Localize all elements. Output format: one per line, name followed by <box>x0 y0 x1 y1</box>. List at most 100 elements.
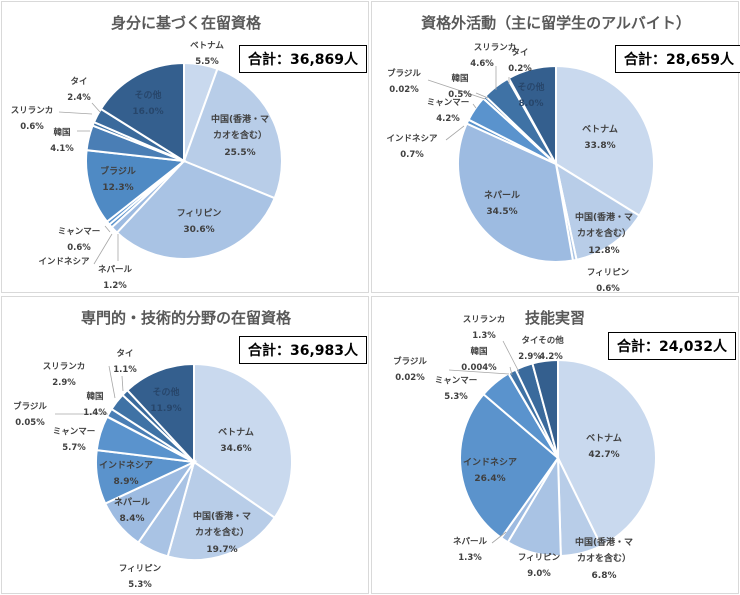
slice-label: カオを含む） <box>577 552 631 564</box>
total-box: 合計：24,032人 <box>608 332 737 360</box>
leader-line <box>104 225 111 233</box>
slice-label: フィリピン <box>518 552 561 563</box>
slice-value: 4.2% <box>539 352 563 362</box>
slice-value: 0.7% <box>400 150 424 160</box>
slice-label: インドネシア <box>463 457 517 468</box>
slice-label: カオを含む） <box>195 526 249 538</box>
pie-slice <box>85 149 187 224</box>
slice-value: 2.4% <box>67 93 91 103</box>
slice-value: 33.8% <box>584 141 615 151</box>
slice-label: ネパール <box>98 264 133 275</box>
chart-title: 専門的・技術的分野の在留資格 <box>80 309 291 327</box>
slice-label: インドネシア <box>38 256 90 267</box>
slice-label: ミャンマー <box>427 98 470 108</box>
pie-slices <box>459 358 657 557</box>
slice-label: 韓国 <box>470 346 487 357</box>
slice-value: 1.1% <box>113 365 137 375</box>
chart-panel-status-based: 身分に基づく在留資格 合計：36,869人 ベトナム 5.5% 中国(香港・マ カオを… <box>1 1 369 293</box>
slice-value: 34.6% <box>220 444 251 454</box>
slice-label: ブラジル <box>393 356 427 367</box>
slice-value: 4.1% <box>50 144 74 154</box>
pie-slice <box>531 358 559 459</box>
slice-label: インドネシア <box>386 133 438 144</box>
slice-label: フィリピン <box>587 267 630 278</box>
slice-value: 4.6% <box>470 59 494 69</box>
slice-label: カオを含む） <box>577 227 631 239</box>
pie-slice <box>554 161 641 262</box>
slice-value: 8.9% <box>114 477 139 487</box>
leader-line <box>502 340 520 373</box>
slice-label: タイ <box>116 348 133 359</box>
leader-line <box>58 111 93 115</box>
slice-value: 0.6% <box>20 122 44 132</box>
slice-value: 12.3% <box>102 183 133 193</box>
slice-label: カオを含む） <box>213 129 267 141</box>
chart-panel-professional-technical: 専門的・技術的分野の在留資格 合計：36,983人 ベトナム 34.6% 中国(香港… <box>1 296 369 594</box>
slice-value: 0.2% <box>508 64 532 74</box>
total-box: 合計：36,983人 <box>239 336 368 364</box>
slice-label: 中国(香港・マ <box>575 536 633 548</box>
slice-value: 0.02% <box>389 85 419 95</box>
pie-slice <box>459 392 560 540</box>
slice-value: 12.8% <box>588 246 619 256</box>
pie-slice <box>166 460 277 561</box>
total-box: 合計：28,659人 <box>615 45 740 73</box>
slice-label: ベトナム <box>582 124 618 135</box>
slice-label: ブラジル <box>100 165 136 177</box>
leader-line <box>91 102 101 113</box>
slice-label: 韓国 <box>53 127 70 138</box>
chart-title: 身分に基づく在留資格 <box>110 14 261 32</box>
slice-value: 1.2% <box>103 281 127 291</box>
slice-label: ネパール <box>484 189 520 201</box>
slice-value: 1.3% <box>472 331 496 341</box>
slice-value: 11.9% <box>150 404 181 414</box>
slice-value: 1.4% <box>83 408 107 418</box>
pie-slice <box>182 67 283 200</box>
slice-value: 30.6% <box>183 225 214 235</box>
chart-panel-non-status-activity: 資格外活動（主に留学生のアルバイト） 合計：28,659人 ベトナム 33.8% 中… <box>371 1 740 294</box>
slice-value: 4.2% <box>436 114 460 124</box>
slice-label: その他 <box>134 89 161 101</box>
leader-line <box>121 375 124 392</box>
slice-label: タイ <box>70 76 87 87</box>
slice-value: 34.5% <box>486 207 517 217</box>
pie-slice <box>99 61 185 163</box>
slice-label: 中国(香港・マ <box>211 113 269 125</box>
slice-value: 0.5% <box>448 90 472 100</box>
slice-label: スリランカ <box>43 362 86 372</box>
pie-slice <box>125 362 195 465</box>
slice-value: 5.3% <box>444 392 468 402</box>
slice-label: 中国(香港・マ <box>575 211 633 223</box>
total-box: 合計：36,869人 <box>239 45 368 73</box>
slice-value: 5.3% <box>128 580 152 590</box>
slice-label: 中国(香港・マ <box>193 510 251 522</box>
slice-label: フィリピン <box>119 563 162 574</box>
pie-slices <box>95 362 293 561</box>
slice-value: 5.5% <box>195 57 219 67</box>
slice-label: ミャンマー <box>435 376 478 386</box>
slice-label: その他 <box>517 81 544 93</box>
slice-label: フィリピン <box>177 207 222 219</box>
slice-label: その他 <box>152 386 179 398</box>
slice-value: 2.9% <box>518 352 542 362</box>
slice-label: タイ <box>521 335 538 346</box>
slice-label: インドネシア <box>99 460 153 471</box>
chart-panel-technical-intern: 技能実習 合計：24,032人 ベトナム 42.7% 中国(香港・マ カオを含む） 6.… <box>371 296 739 594</box>
slice-label: ミャンマー <box>53 427 96 437</box>
slice-value: 16.0% <box>132 107 163 117</box>
slice-label: ブラジル <box>13 401 47 412</box>
leader-line <box>472 103 477 109</box>
leader-line <box>475 92 489 99</box>
slice-label: タイ <box>511 47 528 58</box>
slice-value: 1.3% <box>458 553 482 563</box>
leader-line <box>108 365 116 399</box>
leader-line <box>427 79 486 100</box>
slice-label: ベトナム <box>190 41 224 51</box>
slice-value: 6.8% <box>592 571 617 581</box>
